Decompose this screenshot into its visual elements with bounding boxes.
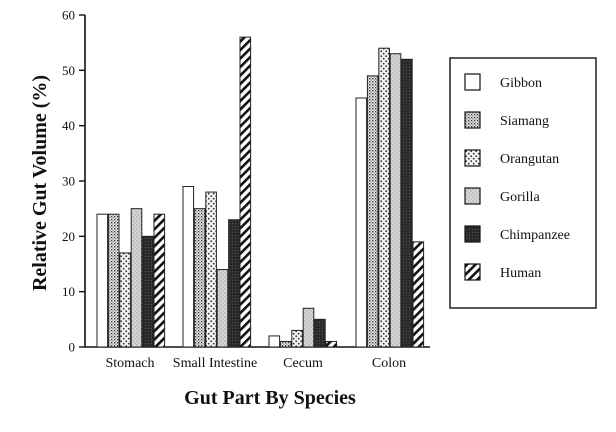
- y-ticks: 0 10 20 30 40 50 60: [62, 8, 85, 355]
- x-category-label: Colon: [372, 356, 406, 371]
- y-tick-label: 50: [62, 63, 75, 78]
- bar-chimpanzee-small-intestine: [228, 219, 240, 348]
- bar-orangutan-colon: [378, 47, 390, 348]
- bar-human-cecum: [325, 340, 338, 348]
- legend-swatch-siamang: [464, 111, 481, 129]
- bar-chimpanzee-colon: [401, 58, 413, 348]
- x-category-labels: Stomach Small Intestine Cecum Colon: [106, 356, 407, 371]
- bar-human-stomach: [153, 213, 166, 348]
- y-axis-title: Relative Gut Volume (%): [29, 75, 51, 291]
- legend-swatch-human: [464, 263, 481, 281]
- bar-gibbon-stomach: [96, 213, 109, 348]
- x-category-label: Cecum: [283, 356, 323, 371]
- legend: Gibbon Siamang Orangutan Gorilla Chimpanzee H…: [449, 57, 597, 309]
- bar-siamang-cecum: [279, 340, 292, 348]
- bar-gorilla-cecum: [302, 307, 315, 348]
- legend-label-siamang: Siamang: [500, 114, 549, 129]
- bar-chimpanzee-cecum: [314, 318, 326, 348]
- bar-gorilla-stomach: [130, 208, 143, 348]
- y-tick-label: 40: [62, 118, 75, 133]
- bar-orangutan-small-intestine: [205, 191, 217, 348]
- y-tick-label: 60: [62, 8, 75, 23]
- legend-swatch-gibbon: [464, 73, 481, 91]
- legend-label-gorilla: Gorilla: [500, 190, 540, 205]
- legend-swatch-gorilla: [464, 187, 481, 205]
- bar-chimpanzee-stomach: [142, 235, 154, 348]
- legend-swatch-orangutan: [464, 149, 481, 167]
- y-tick-label: 20: [62, 229, 75, 244]
- bar-siamang-small-intestine: [193, 208, 206, 348]
- bar-gorilla-small-intestine: [216, 269, 229, 348]
- legend-label-orangutan: Orangutan: [500, 152, 559, 167]
- y-tick-label: 0: [69, 340, 76, 355]
- bar-human-colon: [412, 241, 425, 348]
- bar-gibbon-colon: [355, 97, 368, 348]
- x-axis-title: Gut Part By Species: [184, 387, 356, 409]
- bar-siamang-stomach: [107, 213, 120, 348]
- legend-label-gibbon: Gibbon: [500, 76, 542, 91]
- y-tick-label: 30: [62, 174, 75, 189]
- y-tick-label: 10: [62, 284, 75, 299]
- bar-siamang-colon: [366, 75, 379, 348]
- x-category-label: Stomach: [106, 356, 155, 371]
- legend-swatch-chimpanzee: [464, 225, 481, 243]
- bar-gibbon-cecum: [268, 335, 281, 348]
- bar-human-small-intestine: [239, 36, 252, 348]
- legend-label-chimpanzee: Chimpanzee: [500, 228, 570, 243]
- legend-label-human: Human: [500, 266, 541, 281]
- bar-orangutan-stomach: [119, 252, 131, 348]
- bars: [96, 36, 425, 348]
- bar-gorilla-colon: [389, 53, 402, 348]
- bar-gibbon-small-intestine: [182, 186, 195, 348]
- x-category-label: Small Intestine: [173, 356, 257, 371]
- bar-orangutan-cecum: [291, 329, 303, 348]
